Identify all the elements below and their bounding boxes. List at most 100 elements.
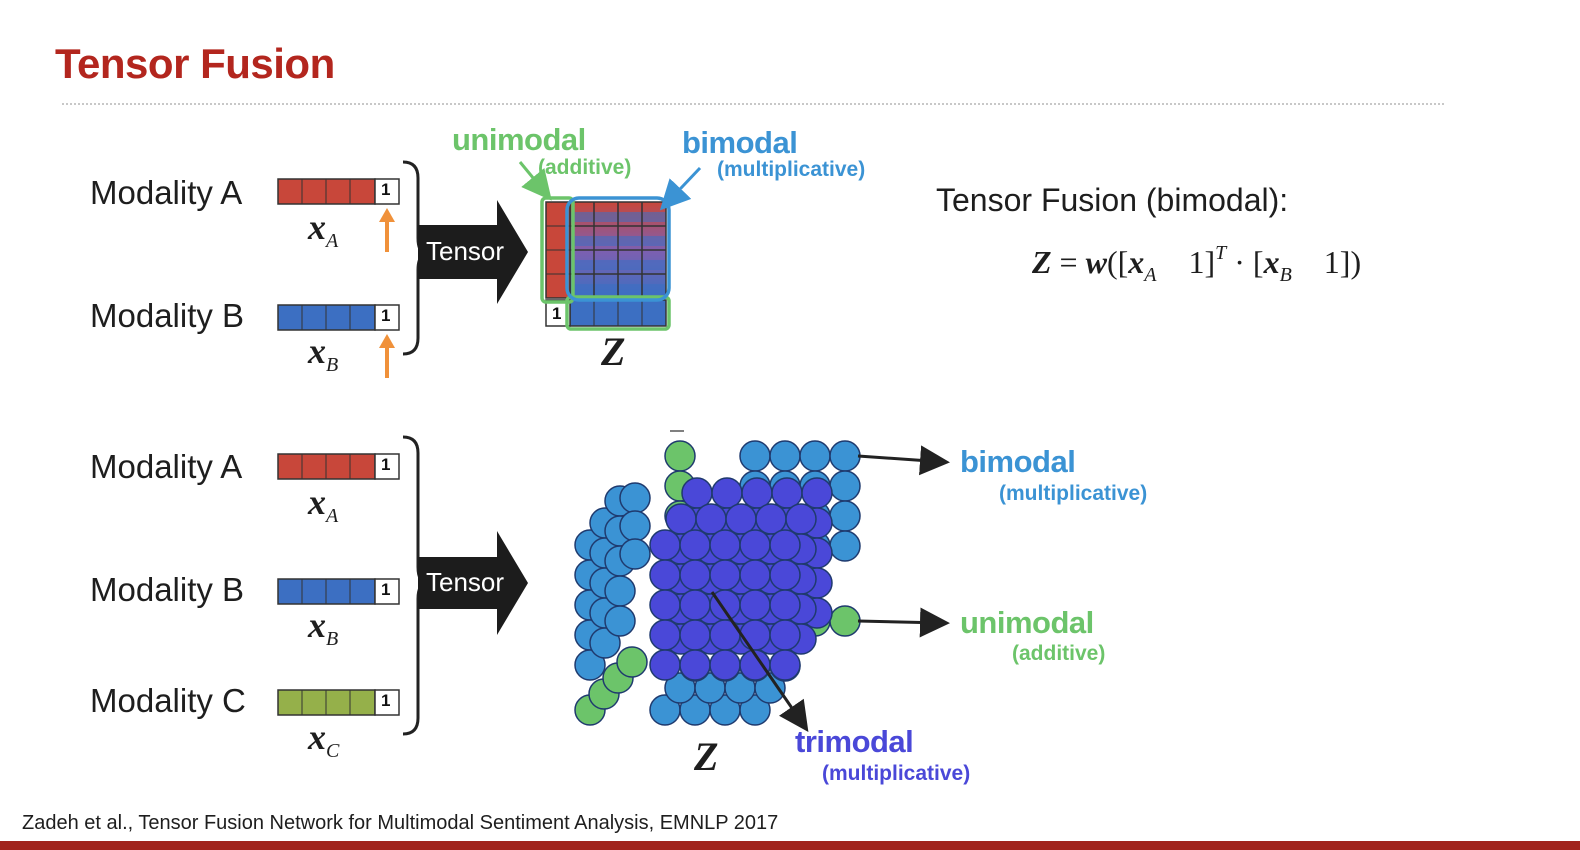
bimodal-pointer-top: [659, 166, 702, 211]
footer-bar: [0, 841, 1580, 850]
bimodal-sphere: [739, 694, 771, 726]
unimodal-label-top: unimodal: [452, 122, 586, 157]
multiplicative-label-top: (multiplicative): [717, 158, 866, 181]
z-matrix-top: [540, 196, 671, 331]
tensor-arrow-bottom: [418, 531, 528, 635]
trimodal-sphere: [649, 649, 681, 681]
trimodal-sphere: [649, 559, 681, 591]
trimodal-sphere: [769, 559, 801, 591]
bimodal-sphere: [589, 627, 621, 659]
tensor-cube: [574, 440, 861, 726]
trimodal-sphere: [649, 619, 681, 651]
vector-a-bottom: [277, 453, 400, 480]
trimodal-sub-label-bottom: (multiplicative): [822, 762, 971, 785]
trimodal-sphere: [769, 619, 801, 651]
xb-symbol-bottom: xB: [308, 605, 339, 650]
title-divider: [62, 103, 1444, 105]
bimodal-sphere: [829, 440, 861, 472]
trimodal-sphere: [679, 649, 711, 681]
trimodal-sphere: [665, 503, 697, 535]
trimodal-sphere: [709, 649, 741, 681]
trimodal-sphere: [739, 589, 771, 621]
bimodal-sphere: [829, 500, 861, 532]
trimodal-pointer-bottom: [710, 591, 809, 732]
bimodal-formula: Z = w([xA 1]T · [xB 1]): [1032, 242, 1362, 286]
bimodal-sphere: [619, 538, 651, 570]
trimodal-sphere: [709, 529, 741, 561]
trimodal-sphere: [695, 503, 727, 535]
bimodal-sphere: [619, 510, 651, 542]
one-cell-a-bottom: 1: [381, 455, 391, 474]
xa-symbol-top: xA: [308, 207, 339, 252]
unimodal-sphere: [616, 646, 648, 678]
z-symbol-bottom: Z: [694, 734, 719, 779]
trimodal-sphere: [769, 589, 801, 621]
bimodal-sphere: [574, 649, 606, 681]
bimodal-sphere: [739, 440, 771, 472]
bimodal-sphere: [754, 672, 786, 704]
modality-a-label-top: Modality A: [90, 174, 243, 211]
bimodal-sphere: [604, 605, 636, 637]
bimodal-sphere: [769, 440, 801, 472]
bimodal-sphere: [799, 440, 831, 472]
vector-b-top: [277, 304, 400, 331]
one-cell-b-bottom: 1: [381, 580, 391, 599]
trimodal-sphere: [709, 559, 741, 591]
vector-a-top: [277, 178, 400, 205]
modality-c-label-bottom: Modality C: [90, 682, 246, 719]
modality-a-label-bottom: Modality A: [90, 448, 243, 485]
append-one-arrows: [379, 208, 395, 378]
formula-heading: Tensor Fusion (bimodal):: [936, 182, 1289, 218]
trimodal-label-bottom: trimodal: [795, 724, 914, 759]
additive-label-top: (additive): [538, 156, 632, 179]
bimodal-pointer-bottom: [857, 445, 950, 476]
trimodal-sphere: [679, 529, 711, 561]
one-cell-z-top: 1: [552, 304, 562, 323]
vector-c-bottom: [277, 689, 400, 716]
slide-title: Tensor Fusion: [55, 40, 335, 87]
trimodal-sphere: [679, 589, 711, 621]
trimodal-sphere: [679, 559, 711, 591]
trimodal-sphere: [769, 529, 801, 561]
xa-symbol-bottom: xA: [308, 482, 339, 527]
bimodal-label-bottom: bimodal: [960, 444, 1076, 479]
bimodal-sub-label-bottom: (multiplicative): [999, 482, 1148, 505]
trimodal-sphere: [725, 503, 757, 535]
vector-b-bottom: [277, 578, 400, 605]
trimodal-sphere: [771, 477, 803, 509]
trimodal-sphere: [755, 503, 787, 535]
trimodal-sphere: [739, 529, 771, 561]
trimodal-sphere: [649, 589, 681, 621]
citation: Zadeh et al., Tensor Fusion Network for …: [22, 812, 779, 834]
unimodal-sphere: [829, 605, 861, 637]
tensor-label-bottom: Tensor: [426, 567, 505, 597]
trimodal-sphere: [801, 477, 833, 509]
one-cell-a-top: 1: [381, 180, 391, 199]
bimodal-sphere: [829, 530, 861, 562]
bimodal-label-top: bimodal: [682, 125, 798, 160]
bimodal-sphere: [604, 575, 636, 607]
xc-symbol-bottom: xC: [308, 717, 340, 762]
trimodal-sphere: [681, 477, 713, 509]
unimodal-pointer-bottom: [857, 607, 950, 638]
unimodal-sphere: [664, 440, 696, 472]
trimodal-sphere: [739, 559, 771, 591]
unimodal-sub-label-bottom: (additive): [1012, 642, 1106, 665]
bimodal-sphere: [619, 482, 651, 514]
z-symbol-top: Z: [601, 329, 626, 374]
trimodal-sphere: [739, 619, 771, 651]
trimodal-sphere: [649, 529, 681, 561]
trimodal-sphere: [769, 649, 801, 681]
bimodal-sphere: [829, 470, 861, 502]
one-cell-c-bottom: 1: [381, 691, 391, 710]
trimodal-sphere: [785, 503, 817, 535]
modality-b-label-top: Modality B: [90, 297, 245, 334]
trimodal-sphere: [741, 477, 773, 509]
modality-b-label-bottom: Modality B: [90, 571, 245, 608]
xb-symbol-top: xB: [308, 331, 339, 376]
unimodal-label-bottom: unimodal: [960, 605, 1094, 640]
tensor-arrow-top: [418, 200, 528, 304]
trimodal-sphere: [711, 477, 743, 509]
unimodal-pointer-top: [518, 161, 552, 201]
